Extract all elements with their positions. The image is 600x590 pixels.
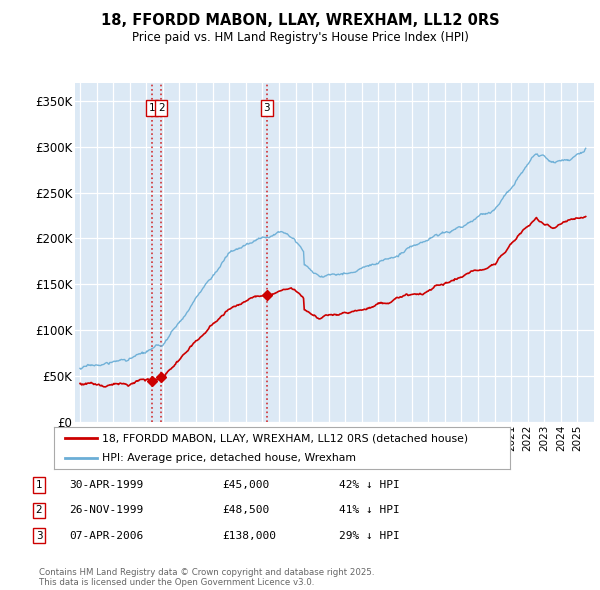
Text: 1: 1 [35,480,43,490]
Text: 3: 3 [35,531,43,540]
Text: HPI: Average price, detached house, Wrexham: HPI: Average price, detached house, Wrex… [102,453,356,463]
Text: 2: 2 [158,103,164,113]
Text: £48,500: £48,500 [222,506,269,515]
Text: 30-APR-1999: 30-APR-1999 [69,480,143,490]
Text: 18, FFORDD MABON, LLAY, WREXHAM, LL12 0RS: 18, FFORDD MABON, LLAY, WREXHAM, LL12 0R… [101,13,499,28]
Text: Price paid vs. HM Land Registry's House Price Index (HPI): Price paid vs. HM Land Registry's House … [131,31,469,44]
Text: 29% ↓ HPI: 29% ↓ HPI [339,531,400,540]
Text: 07-APR-2006: 07-APR-2006 [69,531,143,540]
Text: £45,000: £45,000 [222,480,269,490]
Text: 2: 2 [35,506,43,515]
Text: Contains HM Land Registry data © Crown copyright and database right 2025.
This d: Contains HM Land Registry data © Crown c… [39,568,374,587]
Text: 3: 3 [263,103,270,113]
Text: 41% ↓ HPI: 41% ↓ HPI [339,506,400,515]
Text: 42% ↓ HPI: 42% ↓ HPI [339,480,400,490]
Text: 26-NOV-1999: 26-NOV-1999 [69,506,143,515]
Text: 18, FFORDD MABON, LLAY, WREXHAM, LL12 0RS (detached house): 18, FFORDD MABON, LLAY, WREXHAM, LL12 0R… [102,433,468,443]
Text: 1: 1 [148,103,155,113]
Text: £138,000: £138,000 [222,531,276,540]
